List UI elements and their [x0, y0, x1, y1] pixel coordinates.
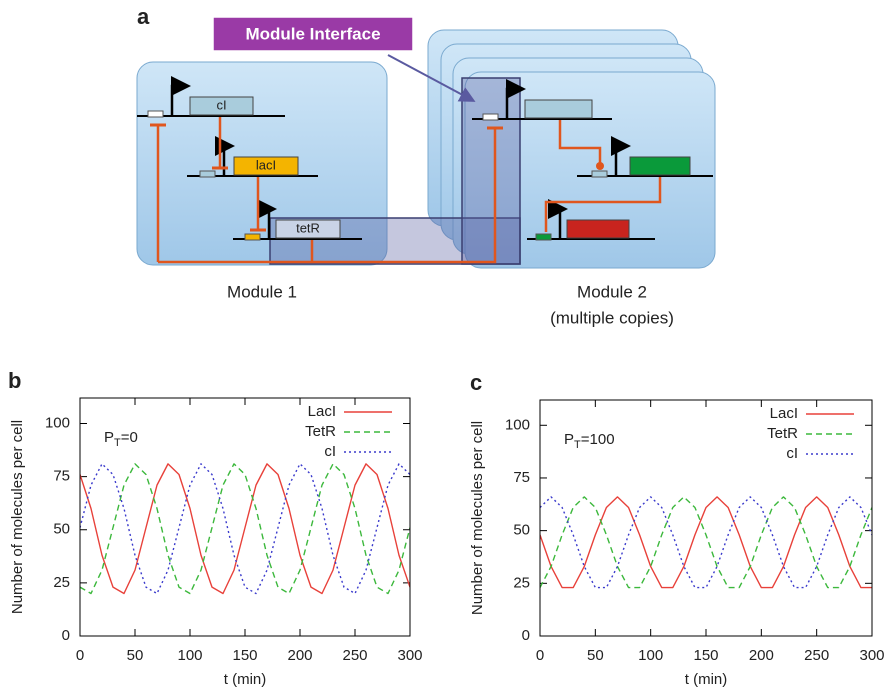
- gene-label: tetR: [296, 220, 320, 235]
- promoter: [482, 113, 499, 121]
- x-axis-label: t (min): [224, 671, 267, 688]
- annotation-base: P: [104, 429, 114, 446]
- legend-label: TetR: [767, 425, 798, 442]
- series-line: [540, 496, 872, 589]
- annotation-sub: T: [114, 437, 121, 449]
- series-line: [540, 496, 872, 589]
- gene-label: cI: [216, 97, 226, 112]
- y-tick-label: 100: [505, 416, 530, 433]
- promoter: [244, 233, 261, 241]
- plot-frame: [79, 397, 411, 637]
- legend-label: cI: [786, 445, 798, 462]
- gene-box: [524, 99, 593, 119]
- activation-dot: [596, 162, 604, 170]
- module-label: (multiple copies): [550, 308, 674, 327]
- annotation-rest: =0: [121, 429, 138, 446]
- promoter-arrow: [257, 199, 277, 239]
- interface-band: [461, 77, 521, 265]
- y-axis-label: Number of molecules per cell: [9, 420, 26, 614]
- pointer-arrow: [387, 54, 476, 102]
- series-line: [80, 463, 410, 595]
- module-label: Module 2: [577, 282, 647, 301]
- x-tick-label: 300: [859, 647, 884, 664]
- module-label: Module 1: [227, 282, 297, 301]
- y-tick-label: 25: [53, 574, 70, 591]
- promoter: [535, 233, 552, 241]
- activation: [558, 120, 602, 166]
- promoter-arrow: [611, 136, 631, 176]
- promoter: [147, 110, 164, 118]
- promoter-arrow: [505, 79, 526, 119]
- x-tick-label: 0: [76, 647, 84, 664]
- x-tick-label: 150: [693, 647, 718, 664]
- y-tick-label: 75: [53, 468, 70, 485]
- y-tick-label: 50: [513, 522, 530, 539]
- legend-label: cI: [324, 443, 336, 460]
- x-tick-label: 100: [638, 647, 663, 664]
- gene-label: lacI: [256, 157, 276, 172]
- panel-label: a: [137, 4, 150, 29]
- x-tick-label: 150: [232, 647, 257, 664]
- annotation-base: P: [564, 431, 574, 448]
- gene-box: [629, 156, 691, 176]
- promoter-arrow: [548, 199, 568, 239]
- x-tick-label: 250: [342, 647, 367, 664]
- annotation: PT=0: [104, 429, 138, 449]
- y-tick-label: 25: [513, 574, 530, 591]
- y-tick-label: 100: [45, 414, 70, 431]
- series-line: [80, 463, 410, 595]
- legend-label: LacI: [308, 403, 336, 420]
- y-axis-label: Number of molecules per cell: [469, 421, 486, 615]
- legend-label: LacI: [770, 405, 798, 422]
- annotation-rest: =100: [581, 431, 615, 448]
- annotation-sub: T: [574, 439, 581, 451]
- gene-box: [275, 219, 341, 239]
- promoter: [591, 170, 608, 178]
- series-line: [540, 496, 872, 589]
- interface-label: Module Interface: [245, 24, 380, 43]
- legend-label: TetR: [305, 423, 336, 440]
- promoter: [199, 170, 216, 178]
- annotation: PT=100: [564, 431, 615, 451]
- gene-box: [233, 156, 299, 176]
- gene-box: [566, 219, 630, 239]
- y-tick-label: 50: [53, 521, 70, 538]
- x-tick-label: 0: [536, 647, 544, 664]
- activation: [544, 177, 662, 232]
- x-tick-label: 200: [287, 647, 312, 664]
- y-tick-label: 0: [62, 627, 70, 644]
- interface-label-box: [212, 16, 414, 52]
- panel-label: b: [8, 368, 21, 393]
- promoter-arrow: [215, 136, 235, 176]
- x-tick-label: 50: [587, 647, 604, 664]
- x-tick-label: 200: [749, 647, 774, 664]
- x-tick-label: 100: [177, 647, 202, 664]
- y-tick-label: 75: [513, 469, 530, 486]
- y-tick-label: 0: [522, 627, 530, 644]
- series-line: [80, 463, 410, 595]
- x-tick-label: 50: [127, 647, 144, 664]
- x-axis-label: t (min): [685, 671, 728, 688]
- repression: [158, 128, 497, 264]
- panel-label: c: [470, 370, 482, 395]
- module-2-box: [464, 71, 716, 269]
- promoter-arrow: [170, 76, 191, 116]
- gene-box: [189, 96, 254, 116]
- x-tick-label: 300: [397, 647, 422, 664]
- x-tick-label: 250: [804, 647, 829, 664]
- plot-frame: [539, 399, 873, 637]
